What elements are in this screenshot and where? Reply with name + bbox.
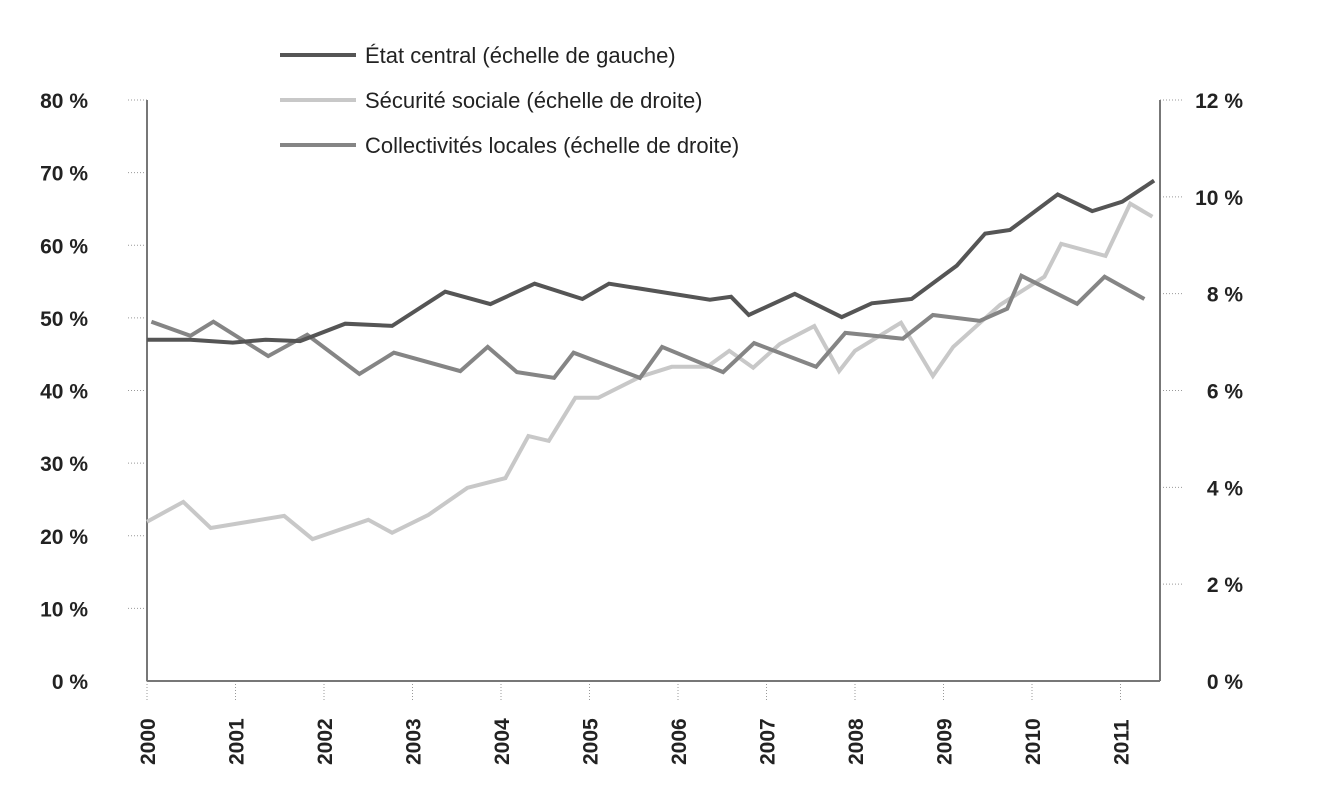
x-tick-label: 2000	[137, 718, 160, 765]
y-left-tick-label: 30 %	[40, 453, 88, 476]
series-line-2	[150, 273, 1146, 381]
y-right-tick-label: 2 %	[1207, 574, 1244, 597]
x-tick-label: 2008	[845, 718, 868, 765]
x-tick-label: 2004	[491, 718, 514, 765]
x-tick-label: 2005	[580, 718, 603, 765]
y-left-tick-label: 20 %	[40, 526, 88, 549]
y-right-tick-label: 4 %	[1207, 477, 1244, 500]
y-left-tick-label: 50 %	[40, 308, 88, 331]
legend-label-2: Collectivités locales (échelle de droite…	[365, 133, 739, 158]
y-right-tick-label: 10 %	[1195, 187, 1243, 210]
x-tick-label: 2011	[1111, 719, 1134, 765]
y-left-tick-label: 40 %	[40, 381, 88, 404]
y-right-tick-label: 0 %	[1207, 671, 1244, 694]
y-left-tick-label: 10 %	[40, 598, 88, 621]
series-line-1	[146, 200, 1154, 542]
x-tick-label: 2002	[314, 718, 337, 765]
x-tick-label: 2003	[403, 718, 426, 765]
legend-label-1: Sécurité sociale (échelle de droite)	[365, 88, 703, 113]
x-tick-label: 2007	[757, 718, 780, 765]
x-tick-label: 2001	[226, 718, 249, 765]
y-left-tick-label: 0 %	[52, 671, 89, 694]
y-right-tick-label: 8 %	[1207, 284, 1244, 307]
x-tick-label: 2006	[668, 718, 691, 765]
series-line-0	[147, 178, 1156, 345]
x-tick-label: 2009	[934, 718, 957, 765]
y-right-tick-label: 6 %	[1207, 381, 1244, 404]
y-left-tick-label: 60 %	[40, 235, 88, 258]
x-tick-label: 2010	[1022, 718, 1045, 765]
y-left-tick-label: 70 %	[40, 163, 88, 186]
legend-label-0: État central (échelle de gauche)	[365, 43, 676, 68]
y-left-tick-label: 80 %	[40, 90, 88, 113]
y-right-tick-label: 12 %	[1195, 90, 1243, 113]
